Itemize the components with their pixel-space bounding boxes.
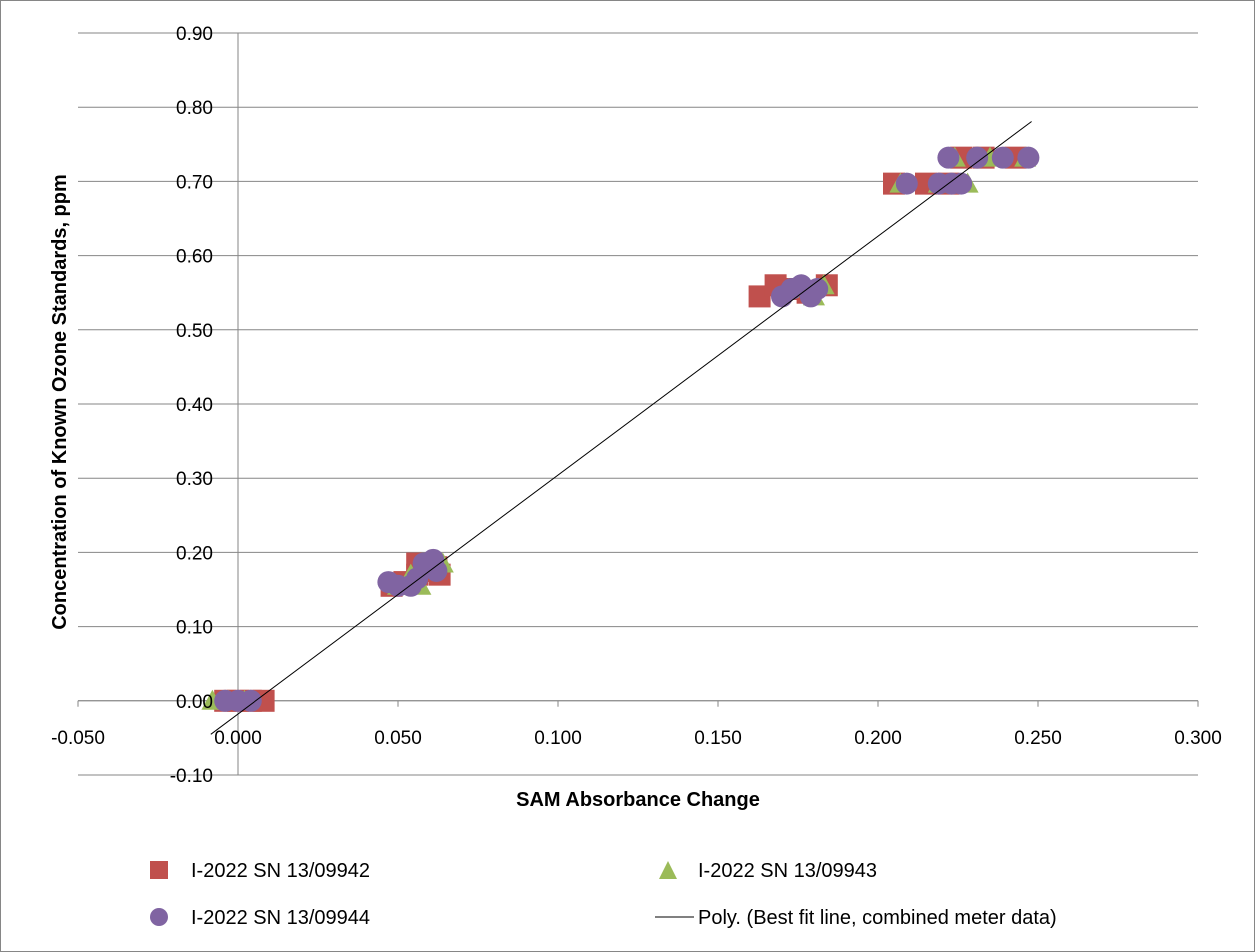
y-tick-label: 0.50 bbox=[176, 321, 213, 342]
y-axis-title: Concentration of Known Ozone Standards, … bbox=[49, 174, 71, 630]
data-point-circle bbox=[937, 146, 960, 169]
data-point-circle bbox=[966, 146, 989, 169]
legend-square-marker bbox=[150, 861, 168, 879]
legend-item-fit-line: Poly. (Best fit line, combined meter dat… bbox=[655, 907, 1057, 929]
tick-labels: -0.10 0.00 0.10 0.20 0.30 0.40 0.50 0.60 0.70 0.8… bbox=[51, 24, 1222, 787]
x-tick-label: 0.100 bbox=[534, 728, 582, 749]
x-tick-label: -0.050 bbox=[51, 728, 105, 749]
legend-item-series-2: I-2022 SN 13/09943 bbox=[659, 860, 877, 882]
data-point-circle bbox=[1017, 146, 1040, 169]
legend-circle-marker bbox=[150, 908, 168, 926]
legend-item-series-1: I-2022 SN 13/09942 bbox=[150, 860, 370, 882]
y-tick-label: 0.10 bbox=[176, 618, 213, 639]
legend: I-2022 SN 13/09942 I-2022 SN 13/09943 I-… bbox=[150, 860, 1057, 929]
legend-item-series-3: I-2022 SN 13/09944 bbox=[150, 907, 370, 929]
x-tick-label: 0.050 bbox=[374, 728, 422, 749]
x-tick-label: 0.200 bbox=[854, 728, 902, 749]
legend-label: Poly. (Best fit line, combined meter dat… bbox=[698, 907, 1057, 929]
y-tick-label: 0.30 bbox=[176, 469, 213, 490]
y-tick-label: 0.00 bbox=[176, 692, 213, 713]
y-tick-label: 0.80 bbox=[176, 98, 213, 119]
data-point-circle bbox=[950, 172, 973, 195]
y-tick-label: 0.70 bbox=[176, 172, 213, 193]
data-point-circle bbox=[991, 146, 1014, 169]
x-axis-title: SAM Absorbance Change bbox=[516, 789, 760, 811]
data-point-circle bbox=[806, 277, 829, 300]
x-tick-label: 0.000 bbox=[214, 728, 262, 749]
legend-label: I-2022 SN 13/09944 bbox=[191, 907, 370, 929]
y-tick-label: 0.20 bbox=[176, 543, 213, 564]
x-tick-label: 0.250 bbox=[1014, 728, 1062, 749]
y-tick-label: -0.10 bbox=[170, 766, 213, 787]
data-point-circle bbox=[425, 559, 448, 582]
x-tick-label: 0.300 bbox=[1174, 728, 1222, 749]
legend-label: I-2022 SN 13/09942 bbox=[191, 860, 370, 882]
data-points bbox=[201, 121, 1040, 735]
y-tick-label: 0.90 bbox=[176, 24, 213, 45]
legend-label: I-2022 SN 13/09943 bbox=[698, 860, 877, 882]
legend-triangle-marker bbox=[659, 861, 677, 879]
y-tick-label: 0.40 bbox=[176, 395, 213, 416]
x-tick-label: 0.150 bbox=[694, 728, 742, 749]
data-point-circle bbox=[239, 689, 262, 712]
best-fit-line bbox=[210, 121, 1032, 735]
gridlines bbox=[78, 32, 1198, 776]
data-point-circle bbox=[895, 172, 918, 195]
y-tick-label: 0.60 bbox=[176, 247, 213, 268]
